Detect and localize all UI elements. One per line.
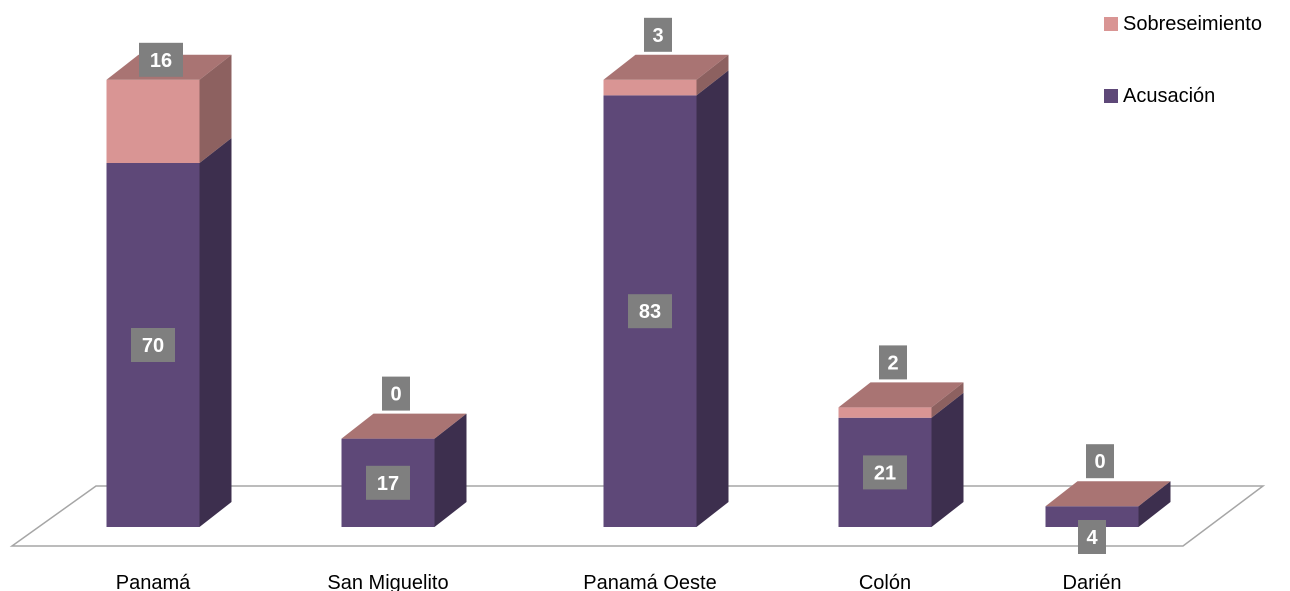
bar-1-sobreseimiento-front [106, 79, 200, 163]
bar-3-acusacion-label: 83 [628, 294, 672, 329]
bar-2-top [341, 413, 467, 439]
bar-3-sobreseimiento-label-bg [644, 17, 672, 52]
bar-3-acusacion-label-bg [628, 294, 672, 329]
bar-4-top [838, 382, 964, 408]
category-labels-group: Panamá San Miguelito Panamá Oeste Colón Dari… [116, 572, 1122, 591]
legend-swatch-2 [1104, 89, 1118, 103]
bar-4-sobreseimiento-label-text: 2 [887, 352, 898, 374]
bar-2-sobreseimiento-label-text: 0 [390, 384, 401, 406]
bar-5-acusacion-label: 4 [1078, 520, 1106, 554]
bar-2-acusacion-label-bg [366, 465, 410, 500]
bar-3-sobreseimiento-label-text: 3 [652, 25, 663, 47]
bar-1-acusacion-side [199, 138, 232, 527]
bar-1-sobreseimiento-label-text: 16 [150, 50, 172, 72]
bar-3-top [603, 54, 729, 80]
bar-5-acusacion-side [1138, 481, 1171, 527]
legend-label-2: Acusación [1123, 85, 1215, 107]
legend-swatch-1 [1104, 17, 1118, 31]
bar-3-sobreseimiento-side [696, 54, 729, 96]
bar-2-acusacion-side [434, 413, 467, 527]
category-label-1: Panamá [116, 572, 191, 591]
category-label-5: Darién [1063, 572, 1122, 591]
bar-5-acusacion-label-text: 4 [1086, 527, 1098, 549]
bar-4-sobreseimiento-front [838, 407, 932, 418]
bar-4-sobreseimiento-label: 2 [879, 345, 907, 380]
bar-3-acusacion-label-text: 83 [639, 301, 661, 323]
bar-4-acusacion-label: 21 [863, 455, 907, 490]
bar-3-sobreseimiento-front [603, 79, 697, 96]
bar-4-acusacion-label-bg [863, 455, 907, 490]
bar-1-acusacion-label-text: 70 [142, 335, 164, 357]
bar-1-sobreseimiento-side [199, 54, 232, 163]
bar-5-sobreseimiento-label-bg [1086, 444, 1114, 479]
legend: Sobreseimiento Acusación [1104, 13, 1262, 107]
bar-5-top [1045, 481, 1171, 507]
category-label-2: San Miguelito [327, 572, 448, 591]
bar-1-acusacion-label: 70 [131, 328, 175, 362]
bars-group [106, 54, 1171, 528]
bar-4-sobreseimiento-side [931, 382, 964, 418]
bar-4-acusacion-label-text: 21 [874, 462, 896, 484]
bar-5-acusacion-label-bg [1078, 520, 1106, 554]
bar-3-acusacion-side [696, 70, 729, 528]
bar-4-acusacion-side [931, 392, 964, 527]
bar-3-sobreseimiento-label: 3 [644, 17, 672, 52]
bar-2-sobreseimiento-label: 0 [382, 376, 410, 411]
category-label-3: Panamá Oeste [583, 572, 716, 591]
bar-4-sobreseimiento-label-bg [879, 345, 907, 380]
bar-2-acusacion-label-text: 17 [377, 473, 399, 495]
data-labels-group: 70 16 17 0 83 3 21 2 4 0 [131, 17, 1114, 554]
bar-2-sobreseimiento-label-bg [382, 376, 410, 411]
bar-5-sobreseimiento-label: 0 [1086, 444, 1114, 479]
bar-1-acusacion-label-bg [131, 328, 175, 362]
bar-5-sobreseimiento-label-text: 0 [1094, 451, 1105, 473]
category-label-4: Colón [859, 572, 911, 591]
bar-5-acusacion-front [1045, 506, 1139, 527]
legend-label-1: Sobreseimiento [1123, 13, 1262, 35]
bar-1-sobreseimiento-label: 16 [139, 42, 183, 77]
bar-1-sobreseimiento-label-bg [139, 42, 183, 77]
bar-2-acusacion-label: 17 [366, 465, 410, 500]
